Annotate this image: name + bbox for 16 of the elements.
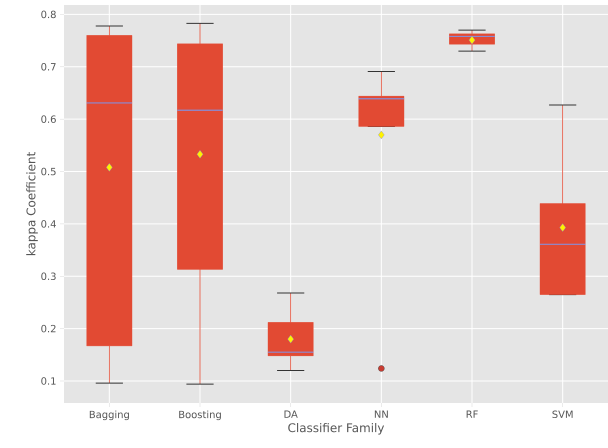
x-tick-label: DA (284, 410, 298, 418)
y-axis-title: kappa Coefficient (26, 152, 38, 256)
y-tick-label: 0.7 (41, 63, 56, 71)
y-tick-label: 0.5 (41, 168, 56, 176)
x-tick-label: NN (374, 410, 388, 418)
y-tick-label: 0.3 (41, 272, 56, 280)
x-axis-title: Classifier Family (288, 423, 384, 435)
y-tick-label: 0.1 (41, 377, 56, 385)
x-tick-label: SVM (552, 410, 573, 418)
y-tick-label: 0.4 (41, 220, 56, 228)
y-tick-label: 0.2 (41, 324, 56, 332)
y-tick-label: 0.6 (41, 115, 56, 123)
x-tick-label: Boosting (179, 410, 221, 420)
x-tick-label: RF (466, 410, 478, 418)
x-tick-label: Bagging (90, 410, 129, 420)
y-tick-label: 0.8 (41, 10, 56, 18)
